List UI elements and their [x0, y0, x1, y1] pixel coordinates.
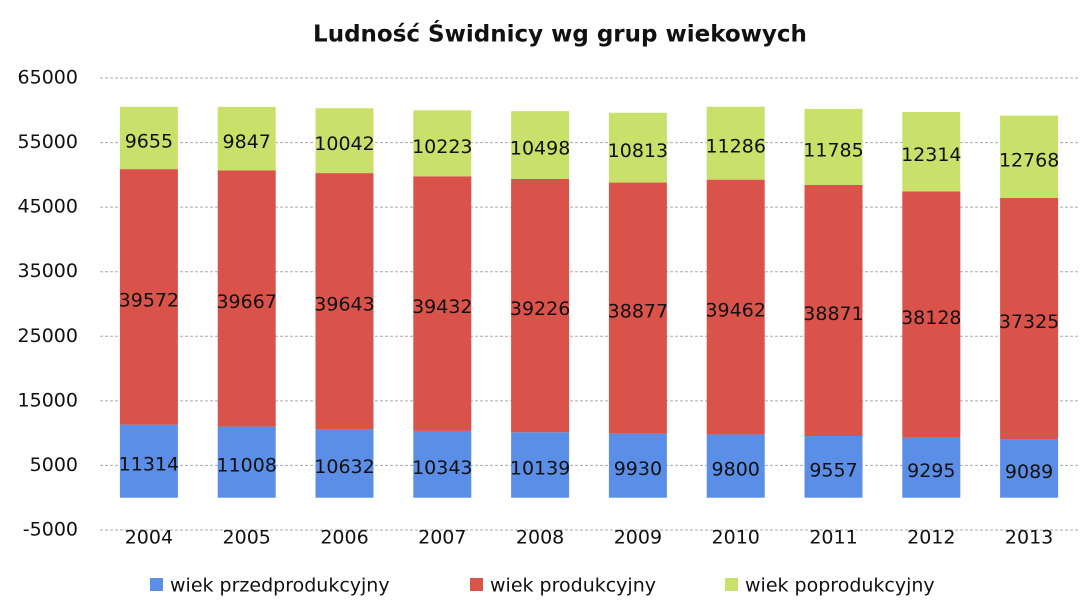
- bar-segment: [902, 111, 961, 192]
- bar-segment: [119, 106, 178, 170]
- data-label: 38877: [608, 301, 668, 323]
- y-tick-label: 15000: [18, 389, 78, 411]
- y-tick-label: 65000: [18, 67, 78, 89]
- data-label: 10343: [412, 457, 472, 479]
- x-tick-label: 2013: [1005, 527, 1053, 549]
- data-label: 9930: [614, 458, 662, 480]
- legend-swatch: [725, 578, 738, 591]
- data-label: 9295: [907, 460, 955, 482]
- bar-segment: [315, 429, 374, 498]
- bar-segment: [1000, 198, 1059, 440]
- bar-segment: [413, 176, 472, 431]
- bar-segment: [413, 110, 472, 177]
- data-label: 10042: [314, 133, 374, 155]
- bar-segment: [804, 185, 863, 437]
- bar-segment: [804, 108, 863, 186]
- y-tick-label: 5000: [30, 454, 78, 476]
- x-tick-label: 2009: [614, 527, 662, 549]
- data-label: 11314: [119, 454, 179, 476]
- legend-swatch: [470, 578, 483, 591]
- bar-segment: [413, 430, 472, 498]
- legend-swatch: [150, 578, 163, 591]
- data-label: 38128: [901, 307, 961, 329]
- bar-segment: [511, 178, 570, 433]
- y-tick-label: 35000: [18, 260, 78, 282]
- data-label: 39432: [412, 296, 472, 318]
- x-tick-label: 2012: [907, 527, 955, 549]
- bar-segment: [119, 169, 178, 425]
- y-tick-label: 45000: [18, 196, 78, 218]
- legend-label: wiek produkcyjny: [490, 575, 656, 597]
- y-tick-label: -5000: [23, 519, 78, 541]
- bar-segment: [804, 436, 863, 498]
- data-label: 12314: [901, 144, 961, 166]
- data-label: 39572: [119, 289, 179, 311]
- data-label: 12768: [999, 149, 1059, 171]
- bar-segment: [217, 426, 276, 498]
- data-label: 38871: [803, 303, 863, 325]
- data-label: 9847: [223, 131, 271, 153]
- bar-segment: [706, 179, 765, 435]
- data-label: 39643: [314, 294, 374, 316]
- bar-segment: [119, 424, 178, 498]
- chart-title: Ludność Świdnicy wg grup wiekowych: [313, 20, 807, 48]
- data-label: 9089: [1005, 461, 1053, 483]
- x-tick-label: 2004: [125, 527, 173, 549]
- data-label: 9557: [809, 459, 857, 481]
- data-label: 37325: [999, 311, 1059, 333]
- bar-segment: [1000, 439, 1059, 498]
- data-label: 39462: [705, 300, 765, 322]
- bar-segment: [902, 191, 961, 438]
- data-label: 9800: [712, 459, 760, 481]
- data-label: 9655: [125, 130, 173, 152]
- data-label: 10139: [510, 457, 570, 479]
- x-tick-label: 2011: [809, 527, 857, 549]
- bar-segment: [902, 437, 961, 498]
- x-tick-label: 2010: [712, 527, 760, 549]
- legend-label: wiek przedprodukcyjny: [170, 575, 390, 597]
- bar-segment: [608, 433, 667, 498]
- bar-segment: [706, 434, 765, 498]
- bar-segment: [315, 173, 374, 430]
- x-tick-label: 2005: [223, 527, 271, 549]
- x-tick-label: 2007: [418, 527, 466, 549]
- data-label: 10223: [412, 136, 472, 158]
- data-label: 11008: [216, 455, 276, 477]
- data-label: 10813: [608, 140, 668, 162]
- data-label: 10632: [314, 456, 374, 478]
- data-label: 39667: [216, 291, 276, 313]
- bar-segment: [1000, 115, 1059, 199]
- bar-segment: [217, 106, 276, 171]
- bar-segment: [511, 432, 570, 498]
- bar-segment: [511, 111, 570, 179]
- bar-segment: [706, 106, 765, 180]
- data-label: 11785: [803, 139, 863, 161]
- bar-segment: [217, 170, 276, 427]
- x-tick-label: 2006: [320, 527, 368, 549]
- data-label: 39226: [510, 298, 570, 320]
- data-label: 10498: [510, 138, 570, 160]
- y-tick-label: 25000: [18, 325, 78, 347]
- bar-segment: [315, 108, 374, 174]
- legend-label: wiek poprodukcyjny: [745, 575, 935, 597]
- bar-segment: [608, 182, 667, 434]
- x-tick-label: 2008: [516, 527, 564, 549]
- y-tick-label: 55000: [18, 131, 78, 153]
- bar-segment: [608, 112, 667, 183]
- data-label: 11286: [705, 136, 765, 158]
